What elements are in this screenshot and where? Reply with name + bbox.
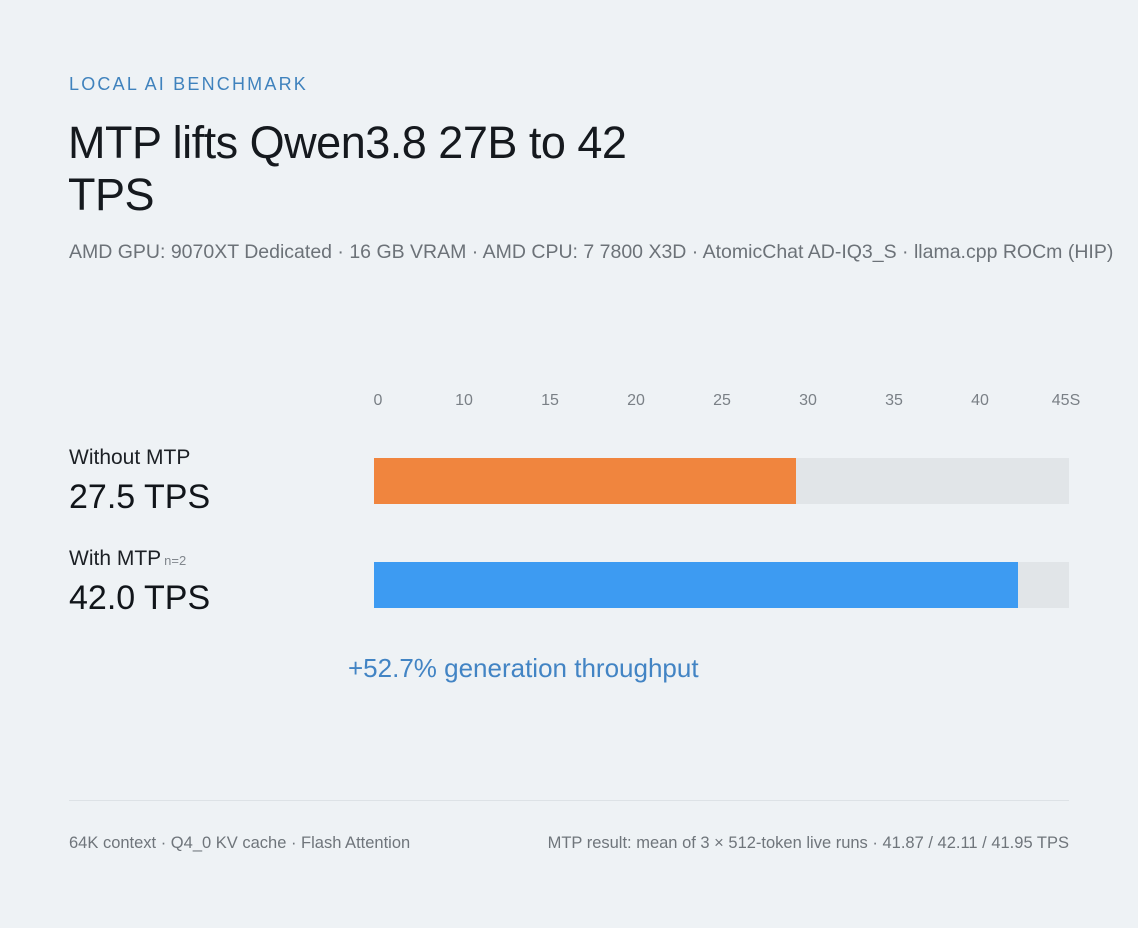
category-note: n=2 <box>164 553 187 568</box>
footer-config-note: 64K context · Q4_0 KV cache · Flash Atte… <box>69 834 411 852</box>
x-tick-label: 30 <box>799 392 817 409</box>
x-axis-ticks: 0 10 15 20 25 30 35 40 45S <box>0 392 1138 416</box>
category-label: Without MTP <box>69 446 191 469</box>
x-tick-label: 15 <box>541 392 559 409</box>
footer-result-note: MTP result: mean of 3 × 512-token live r… <box>547 834 1069 852</box>
bar-label-with-mtp: With MTP n=2 <box>69 547 186 571</box>
footer-divider <box>69 800 1069 801</box>
x-tick-label: 10 <box>455 392 473 409</box>
x-tick-label: 45S <box>1051 392 1081 409</box>
bar-label-without-mtp: Without MTP <box>69 446 190 470</box>
bar-with-mtp <box>374 562 1019 608</box>
x-tick-label: 0 <box>373 392 383 409</box>
x-tick-label: 40 <box>971 392 989 409</box>
category-label: With MTP <box>69 547 162 570</box>
hardware-subtitle: AMD GPU: 9070XT Dedicated · 16 GB VRAM ·… <box>69 241 1114 263</box>
x-tick-label: 35 <box>885 392 903 409</box>
bar-track-with-mtp <box>374 562 1069 608</box>
page-title: MTP lifts Qwen3.8 27B to 42 TPS <box>68 117 627 220</box>
x-tick-label: 20 <box>627 392 645 409</box>
value-label-without-mtp: 27.5 TPS <box>69 478 211 516</box>
eyebrow-label: LOCAL AI BENCHMARK <box>69 74 308 94</box>
throughput-annotation: +52.7% generation throughput <box>348 653 699 683</box>
bar-without-mtp <box>374 458 796 504</box>
value-label-with-mtp: 42.0 TPS <box>69 579 211 617</box>
bar-track-without-mtp <box>374 458 1069 504</box>
x-tick-label: 25 <box>713 392 731 409</box>
